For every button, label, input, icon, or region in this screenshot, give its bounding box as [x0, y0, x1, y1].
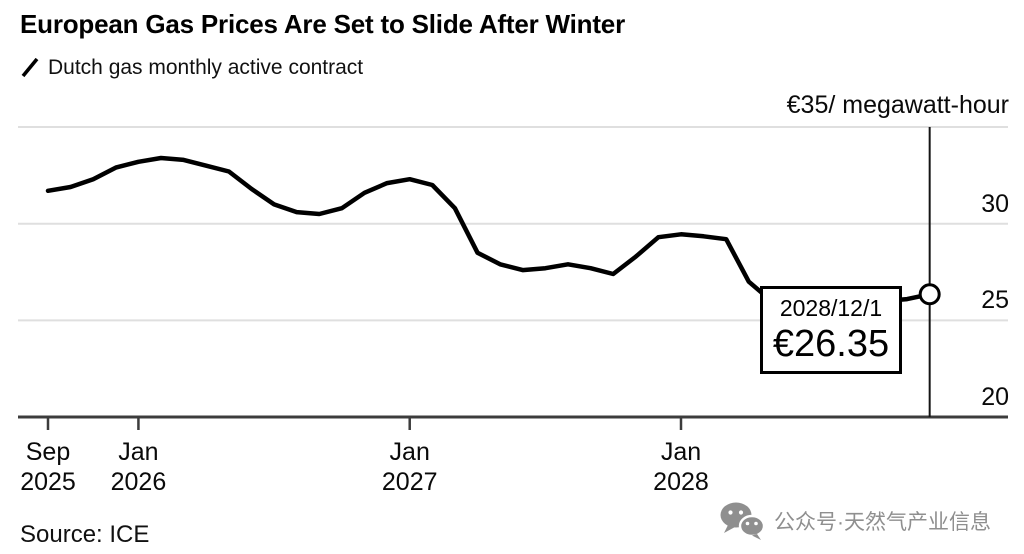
x-tick-month: Sep: [25, 438, 71, 466]
x-tick-month: Jan: [118, 438, 159, 466]
tooltip-annotation-box: 2028/12/1 €26.35: [760, 286, 902, 374]
page-title: European Gas Prices Are Set to Slide Aft…: [20, 9, 625, 39]
x-tick-year: 2027: [381, 468, 438, 496]
x-tick-month: Jan: [389, 438, 430, 466]
x-tick-label: Jan 2027: [382, 437, 438, 497]
tooltip-price: €26.35: [772, 323, 890, 365]
series-line[interactable]: [45, 155, 932, 308]
y-tick-label: 30: [981, 189, 1009, 218]
watermark: 公众号·天然气产业信息: [719, 501, 991, 541]
x-tick-year: 2028: [653, 468, 709, 496]
line-series-swatch-icon: [21, 58, 39, 78]
wechat-icon: [720, 502, 765, 540]
y-axis-unit-label: €35/ megawatt-hour: [786, 91, 1009, 119]
tooltip-date: 2028/12/1: [779, 295, 883, 321]
x-tick-label: Sep 2025: [20, 437, 76, 497]
x-tick-label: Jan 2026: [111, 437, 167, 497]
legend-label: Dutch gas monthly active contract: [48, 56, 364, 79]
y-tick-label: 20: [981, 383, 1009, 411]
x-tick-year: 2025: [20, 468, 76, 496]
source-note: Source: ICE: [20, 521, 150, 548]
y-tick-label: 25: [981, 286, 1009, 315]
x-tick-year: 2026: [110, 468, 167, 496]
x-tick-month: Jan: [660, 438, 702, 466]
legend: Dutch gas monthly active contract: [20, 56, 363, 80]
end-marker[interactable]: [918, 283, 941, 306]
watermark-text: 公众号·天然气产业信息: [774, 511, 991, 534]
x-tick-label: Jan 2028: [653, 437, 709, 497]
